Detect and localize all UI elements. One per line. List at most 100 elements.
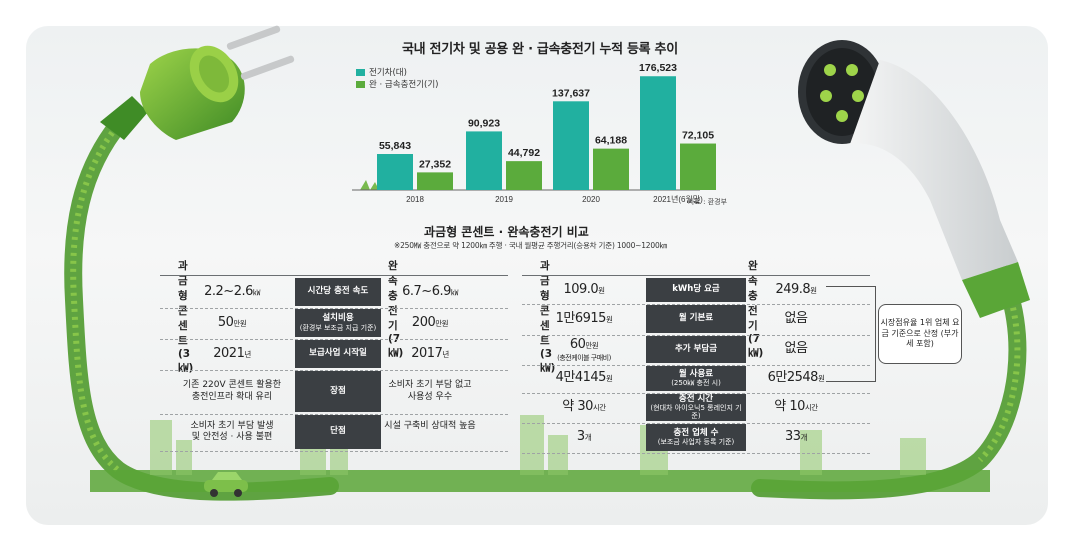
cell-left: 약 30시간 — [562, 399, 606, 414]
bar-charger-2018 — [417, 172, 453, 190]
row-label: kWh당 요금 — [672, 284, 720, 295]
cell-left: 소비자 초기 부담 발생 및 안전성 · 사용 불편 — [190, 420, 274, 443]
row-divider — [522, 423, 870, 424]
bar-charger-2021년(6월말) — [680, 143, 716, 190]
cell-right: 6만2548원 — [767, 370, 825, 385]
row-label: 시간당 충전 속도 — [307, 286, 369, 297]
x-tick-2020: 2020 — [582, 195, 600, 204]
cell-left: 2021년 — [213, 345, 251, 361]
cell-right: 33개 — [785, 429, 807, 444]
col-header-slow-charger: 완속충전기(7㎾) — [748, 260, 764, 359]
cell-left: 109.0원 — [563, 281, 605, 297]
cell-right: 2017년 — [411, 345, 449, 361]
chart-source: 자료 : 환경부 — [688, 198, 728, 206]
row-divider — [522, 365, 870, 366]
row-label: 충전 업체 수 — [673, 427, 719, 438]
callout-bracket — [826, 286, 876, 382]
bar-charger-2019 — [506, 161, 542, 190]
chart-legend: 전기차(대) 완 · 급속충전기(기) — [356, 66, 438, 90]
row-label-box: 추가 부담금 — [646, 336, 746, 363]
cell-right: 200만원 — [411, 314, 449, 330]
cell-right: 없음 — [784, 310, 808, 326]
table-header-rule — [160, 275, 508, 276]
cell-right: 약 10시간 — [774, 399, 818, 414]
pricing-callout-text: 시장점유율 1위 업체 요금 기준으로 산정 (부가세 포함) — [880, 317, 960, 349]
row-label-sub: (250㎾ 충전 시) — [671, 379, 721, 388]
cell-left: 1만6915원 — [555, 310, 613, 326]
row-divider — [522, 393, 870, 394]
row-label-box: 충전 시간 (현대차 아이오닉5 롱레인지 기준) — [646, 394, 746, 421]
row-label-box: 단점 — [295, 415, 381, 449]
x-tick-2021년(6월말): 2021년(6월말) — [653, 194, 703, 204]
row-label: 충전 시간 — [678, 393, 714, 404]
table-header-rule — [522, 275, 870, 276]
bar-label-ev-2019: 90,923 — [468, 117, 500, 129]
bar-label-ev-2018: 55,843 — [379, 140, 411, 152]
row-label-box: 월 사용료 (250㎾ 충전 시) — [646, 366, 746, 391]
row-divider — [160, 414, 508, 415]
bar-label-charger-2020: 64,188 — [595, 135, 627, 147]
bar-ev-2019 — [466, 131, 502, 190]
row-label: 보급사업 시작일 — [309, 348, 367, 359]
legend-label-charger: 완 · 급속충전기(기) — [369, 80, 439, 90]
cell-right: 249.8원 — [775, 281, 817, 297]
row-label: 장점 — [330, 385, 346, 396]
col-header-outlet: 과금형 콘센트(3㎾) — [178, 260, 194, 374]
row-label-sub: (현대차 아이오닉5 롱레인지 기준) — [650, 404, 742, 421]
row-label-box: 시간당 충전 속도 — [295, 278, 381, 306]
cell-right: 시설 구축비 상대적 높음 — [384, 420, 476, 431]
col-header-slow-charger: 완속충전기(7㎾) — [388, 260, 404, 359]
row-label: 월 사용료 — [678, 368, 714, 379]
cell-left: 50만원 — [217, 314, 247, 330]
row-label-sub: (보조금 사업자 등록 기준) — [657, 438, 735, 447]
car-icon — [204, 472, 248, 497]
row-label: 월 기본료 — [678, 313, 714, 324]
bar-charger-2020 — [593, 148, 629, 190]
comparison-note: ※250㎿ 충전으로 약 1200㎞ 주행 · 국내 월평균 주행거리(승용차 … — [394, 241, 667, 250]
row-label: 추가 부담금 — [674, 343, 718, 354]
x-tick-2018: 2018 — [406, 195, 424, 204]
power-plug-icon — [100, 25, 295, 140]
x-tick-2019: 2019 — [495, 195, 513, 204]
row-divider — [160, 451, 508, 452]
legend-item-charger: 완 · 급속충전기(기) — [356, 78, 438, 90]
bar-label-ev-2021년(6월말): 176,523 — [639, 62, 677, 74]
comparison-title: 과금형 콘센트 · 완속충전기 비교 — [424, 225, 589, 239]
bar-label-ev-2020: 137,637 — [552, 87, 590, 99]
bar-label-charger-2018: 27,352 — [419, 158, 451, 170]
bar-label-charger-2019: 44,792 — [508, 147, 540, 159]
bar-ev-2018 — [377, 154, 413, 190]
legend-label-ev: 전기차(대) — [369, 68, 407, 78]
cell-left: 4만4145원 — [555, 370, 613, 385]
legend-swatch-ev — [356, 68, 365, 76]
row-label: 설치비용 — [322, 313, 354, 324]
row-divider — [522, 453, 870, 454]
row-label-box: kWh당 요금 — [646, 278, 746, 302]
cell-left: 60만원 (충전케이블 구매비) — [557, 337, 611, 362]
row-divider — [522, 304, 870, 305]
row-label-box: 장점 — [295, 371, 381, 412]
row-label-box: 설치비용 (환경부 보조금 지급 기준) — [295, 309, 381, 337]
row-divider — [160, 370, 508, 371]
pricing-callout: 시장점유율 1위 업체 요금 기준으로 산정 (부가세 포함) — [878, 304, 962, 364]
row-label-box: 보급사업 시작일 — [295, 340, 381, 368]
row-label-box: 충전 업체 수 (보조금 사업자 등록 기준) — [646, 424, 746, 451]
cell-left: 기존 220V 콘센트 활용한 충전인프라 확대 유리 — [182, 380, 282, 402]
bar-label-charger-2021년(6월말): 72,105 — [682, 130, 714, 142]
row-divider — [522, 335, 870, 336]
ev-connector-icon — [798, 40, 1030, 318]
cell-right: 없음 — [784, 341, 808, 356]
row-label: 단점 — [330, 426, 346, 437]
cell-right: 6.7~6.9㎾ — [402, 283, 458, 299]
cell-left: 3개 — [576, 429, 592, 444]
bar-ev-2021년(6월말) — [640, 76, 676, 190]
legend-item-ev: 전기차(대) — [356, 66, 438, 78]
row-divider — [160, 308, 508, 309]
chart-title: 국내 전기차 및 공용 완 · 급속충전기 누적 등록 추이 — [402, 42, 678, 57]
bar-ev-2020 — [553, 101, 589, 190]
legend-swatch-charger — [356, 80, 365, 88]
cell-left: 2.2~2.6㎾ — [204, 283, 260, 299]
cell-right: 소비자 초기 부담 없고 사용성 우수 — [388, 380, 472, 402]
row-divider — [160, 339, 508, 340]
